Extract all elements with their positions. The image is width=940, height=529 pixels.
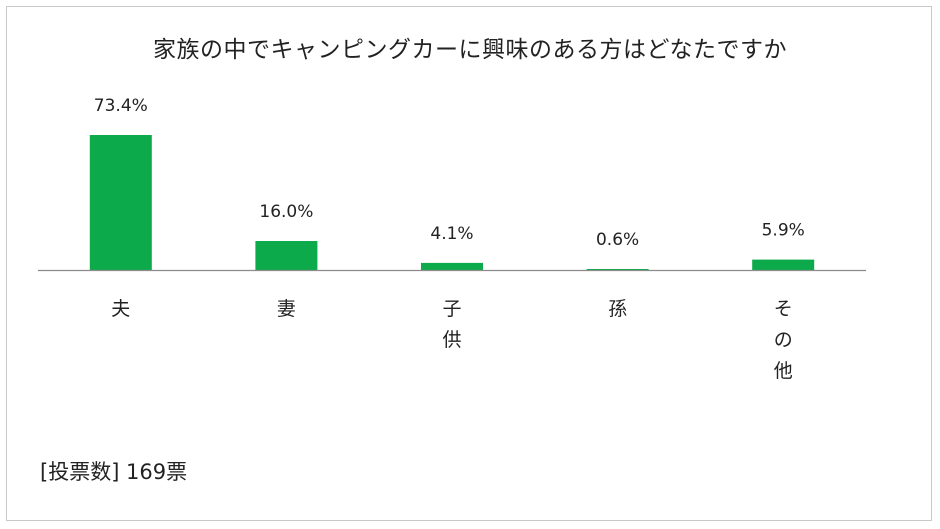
bar-2 — [421, 262, 483, 271]
bar-0 — [89, 135, 152, 271]
bar-3 — [586, 269, 649, 271]
category-label-3: 孫 — [608, 298, 627, 320]
data-label-4: 5.9% — [762, 221, 805, 241]
category-label-4: その他 — [774, 298, 793, 382]
vote-count-note: [投票数] 169票 — [40, 460, 188, 484]
data-label-2: 4.1% — [430, 224, 473, 244]
data-label-1: 16.0% — [259, 202, 313, 222]
chart-title: 家族の中でキャンピングカーに興味のある方はどなたですか — [152, 37, 788, 63]
bar-4 — [752, 259, 815, 271]
data-label-3: 0.6% — [596, 230, 639, 250]
category-label-0: 夫 — [111, 298, 130, 320]
data-label-0: 73.4% — [94, 96, 148, 116]
bar-1 — [255, 241, 318, 271]
category-label-1: 妻 — [277, 298, 296, 320]
category-label-2: 子供 — [442, 298, 461, 351]
